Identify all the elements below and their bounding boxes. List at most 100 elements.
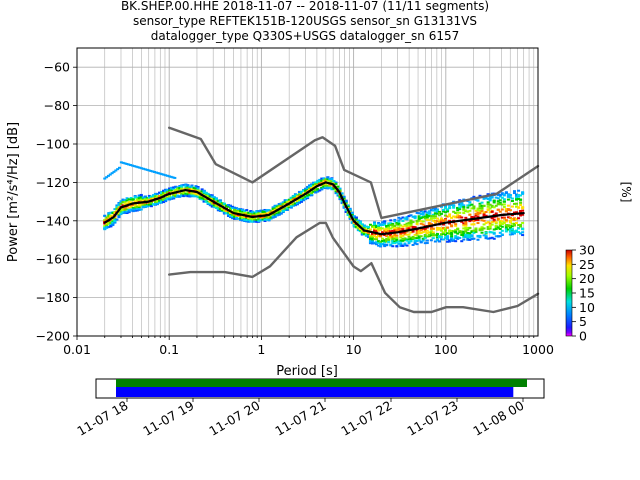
psd-histogram-cell (166, 189, 170, 192)
psd-histogram-cell (460, 205, 464, 208)
psd-histogram-cell (494, 196, 498, 199)
psd-histogram-cell (500, 229, 504, 232)
psd-histogram-cell (182, 193, 186, 196)
psd-histogram-cell (456, 228, 460, 231)
psd-histogram-cell (419, 229, 423, 232)
psd-histogram-cell (486, 221, 490, 224)
psd-histogram-cell (206, 194, 210, 197)
psd-histogram-cell (482, 234, 486, 237)
psd-histogram-cell (515, 196, 519, 199)
psd-histogram-cell (123, 199, 127, 202)
psd-histogram-cell (178, 185, 182, 188)
psd-histogram-cell (241, 212, 245, 215)
psd-histogram-cell (474, 198, 478, 201)
psd-histogram-cell (233, 206, 237, 209)
psd-histogram-cell (460, 240, 464, 243)
psd-histogram-cell (462, 204, 466, 207)
psd-histogram-cell (116, 168, 120, 171)
psd-histogram-cell (474, 214, 478, 217)
psd-histogram-cell (247, 218, 251, 221)
psd-histogram-cell (239, 211, 243, 214)
psd-histogram-cell (306, 185, 310, 188)
psd-histogram-cell (484, 197, 488, 200)
psd-histogram-cell (389, 227, 393, 230)
psd-histogram-cell (403, 231, 407, 234)
psd-histogram-cell (446, 208, 450, 211)
colorbar-tick-label: 30 (579, 243, 595, 258)
psd-histogram-cell (346, 212, 350, 215)
psd-histogram-cell (135, 209, 139, 212)
psd-histogram-cell (308, 193, 312, 196)
psd-histogram-cell (344, 199, 348, 202)
psd-histogram-cell (330, 180, 334, 183)
psd-histogram-cell (241, 219, 245, 222)
psd-histogram-cell (172, 193, 176, 196)
psd-histogram-cell (243, 211, 247, 214)
psd-histogram-cell (103, 227, 107, 230)
psd-histogram-cell (504, 208, 508, 211)
psd-histogram-cell (147, 203, 151, 206)
psd-histogram-cell (253, 220, 257, 223)
psd-histogram-cell (468, 203, 472, 206)
psd-histogram-cell (401, 228, 405, 231)
psd-histogram-cell (484, 235, 488, 238)
psd-histogram-cell (340, 192, 344, 195)
psd-histogram-cell (421, 231, 425, 234)
psd-histogram-cell (482, 219, 486, 222)
psd-histogram-cell (490, 236, 494, 239)
psd-histogram-cell (147, 194, 151, 197)
psd-histogram-cell (324, 179, 328, 182)
psd-histogram-cell (218, 205, 222, 208)
psd-histogram-cell (153, 195, 157, 198)
psd-histogram-cell (295, 193, 299, 196)
psd-histogram-cell (389, 235, 393, 238)
psd-histogram-cell (314, 184, 318, 187)
psd-histogram-cell (310, 190, 314, 193)
y-tick-label: −160 (36, 252, 70, 267)
psd-histogram-cell (519, 225, 523, 228)
psd-histogram-cell (419, 210, 423, 213)
psd-histogram-cell (332, 180, 336, 183)
psd-histogram-cell (162, 198, 166, 201)
psd-histogram-cell (466, 228, 470, 231)
psd-histogram-cell (464, 222, 468, 225)
psd-histogram-cell (107, 226, 111, 229)
colorbar-tick-label: 5 (579, 314, 587, 329)
psd-histogram-cell (486, 202, 490, 205)
psd-histogram-cell (143, 195, 147, 198)
psd-histogram-cell (401, 225, 405, 228)
psd-histogram-cell (255, 220, 259, 223)
psd-histogram-cell (113, 216, 117, 219)
psd-histogram-cell (130, 164, 134, 167)
psd-histogram-cell (472, 229, 476, 232)
psd-histogram-cell (249, 212, 253, 215)
psd-histogram-cell (368, 234, 372, 237)
psd-histogram-cell (395, 229, 399, 232)
psd-histogram-cell (249, 213, 253, 216)
psd-histogram-cell (395, 234, 399, 237)
psd-histogram-cell (210, 194, 214, 197)
psd-histogram-cell (439, 227, 443, 230)
psd-histogram-cell (277, 210, 281, 213)
psd-histogram-cell (241, 210, 245, 213)
psd-histogram-cell (121, 198, 125, 201)
psd-histogram-cell (405, 238, 409, 241)
psd-histogram-cell (375, 236, 379, 239)
psd-histogram-cell (194, 185, 198, 188)
psd-histogram-cell (188, 185, 192, 188)
psd-histogram-cell (373, 227, 377, 230)
psd-histogram-cell (405, 244, 409, 247)
psd-histogram-cell (342, 195, 346, 198)
psd-histogram-cell (364, 233, 368, 236)
psd-histogram-cell (247, 217, 251, 220)
psd-histogram-cell (375, 224, 379, 227)
psd-histogram-cell (334, 192, 338, 195)
psd-histogram-cell (131, 208, 135, 211)
psd-histogram-cell (381, 240, 385, 243)
psd-histogram-cell (346, 205, 350, 208)
psd-histogram-cell (385, 235, 389, 238)
colorbar-tick-label: 20 (579, 271, 595, 286)
psd-histogram-cell (348, 208, 352, 211)
psd-histogram-cell (441, 220, 445, 223)
psd-histogram-cell (403, 224, 407, 227)
